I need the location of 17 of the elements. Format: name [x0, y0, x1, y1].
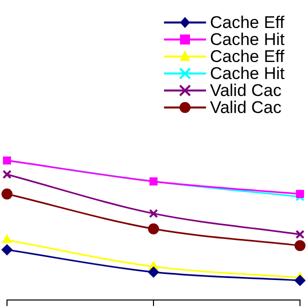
- point: [148, 223, 159, 234]
- point: [2, 188, 12, 200]
- point: [2, 244, 12, 256]
- point: [295, 230, 305, 239]
- point: [294, 274, 306, 286]
- legend-label: Cache Eff: [210, 13, 284, 32]
- legend-label: Cache Eff: [210, 47, 284, 66]
- legend-label: Valid Cac: [210, 98, 282, 117]
- point: [148, 208, 158, 218]
- legend-label: Cache Hit: [210, 30, 285, 49]
- point: [2, 170, 12, 179]
- legend-label: Cache Hit: [210, 64, 285, 83]
- point: [148, 266, 159, 278]
- point: [2, 234, 12, 244]
- point: [294, 240, 306, 252]
- legend-label: Valid Cac: [210, 81, 282, 100]
- point: [296, 190, 304, 198]
